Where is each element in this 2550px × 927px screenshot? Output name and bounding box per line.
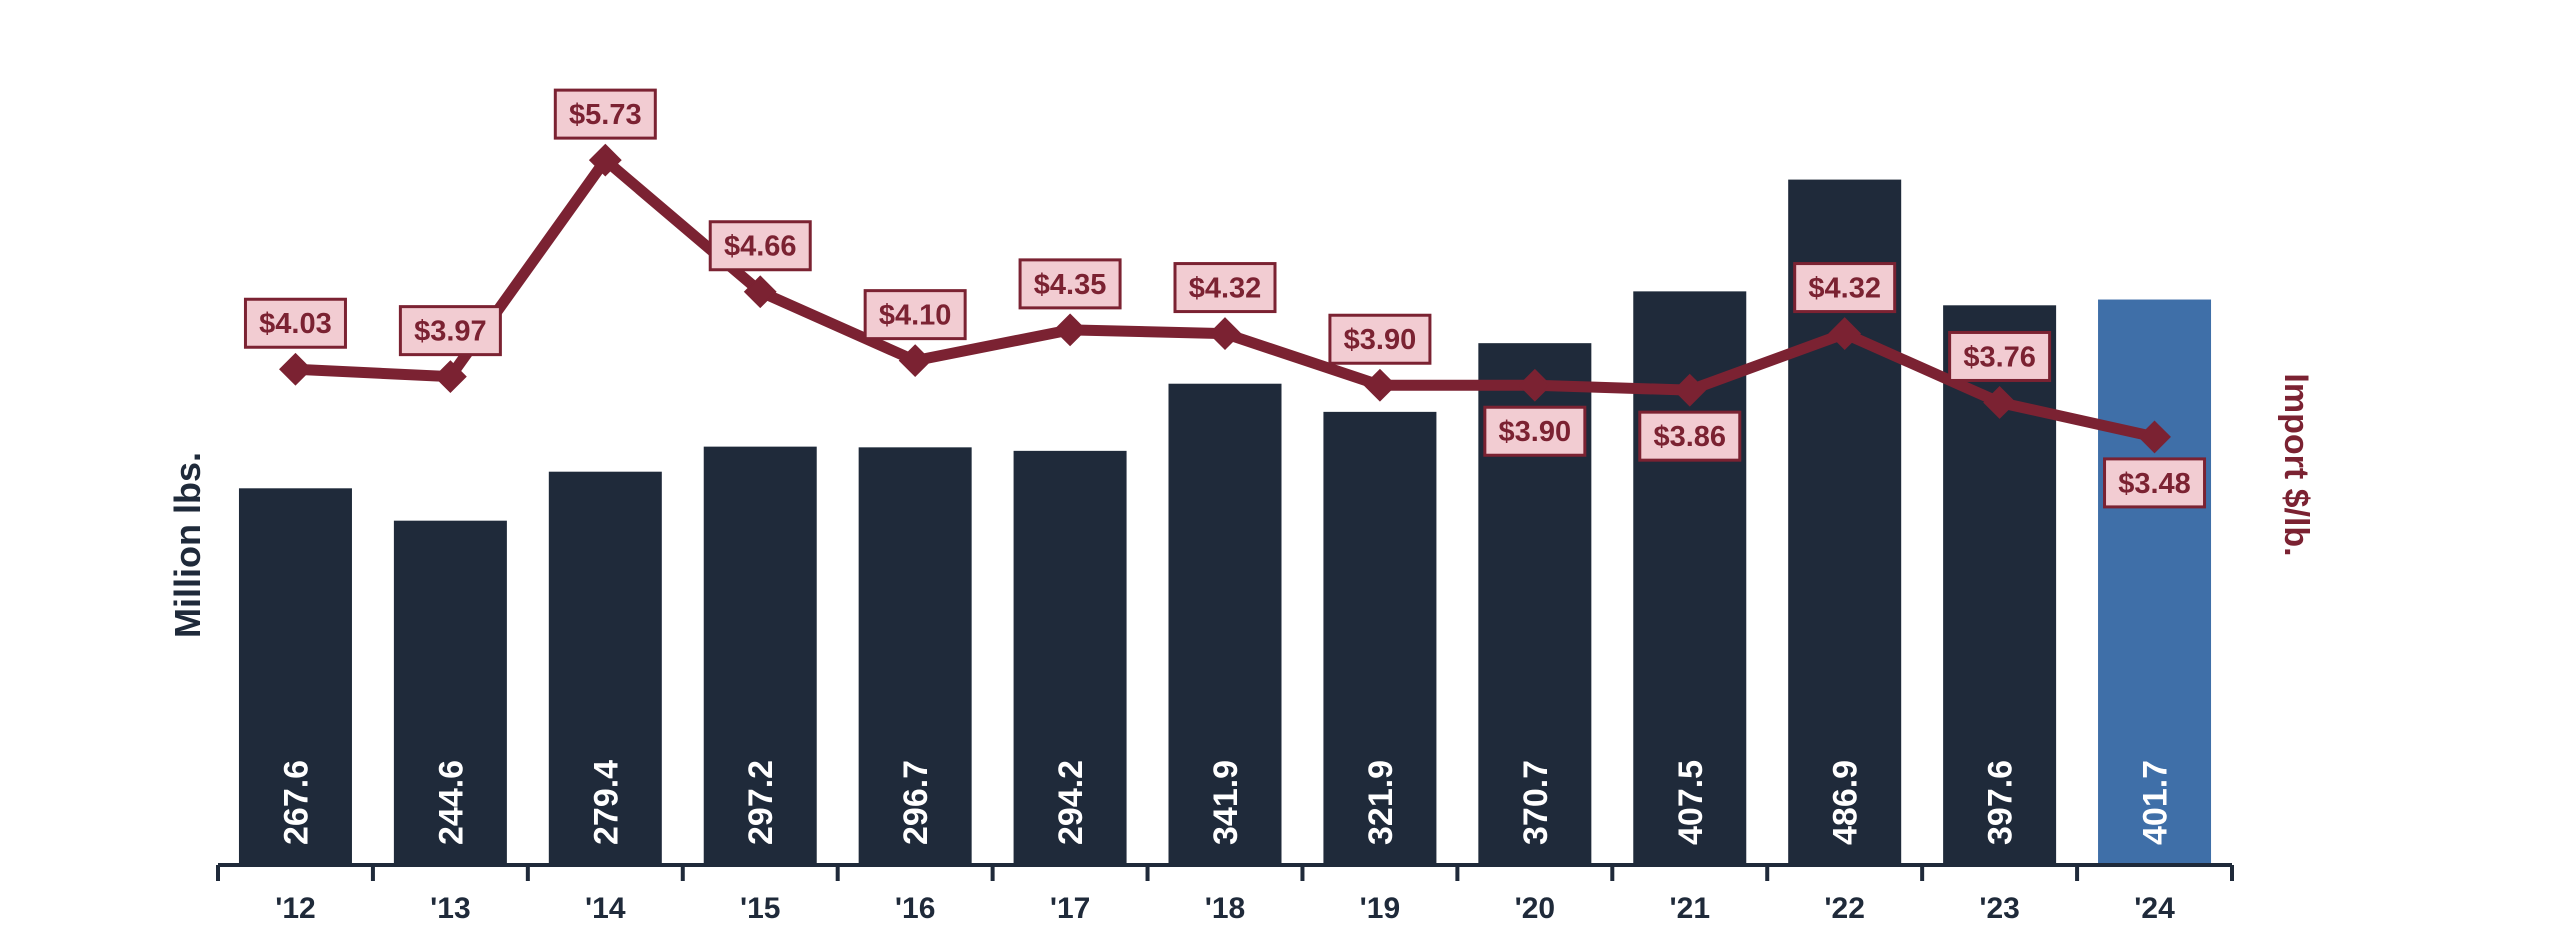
price-marker-4 (898, 344, 932, 378)
x-tick-label: '19 (1360, 892, 1401, 925)
price-label-box (2103, 457, 2207, 509)
price-value-label: $4.66 (724, 231, 797, 263)
price-value-label: $3.76 (1963, 341, 2036, 373)
price-value-label: $5.73 (569, 99, 642, 131)
bar-0 (238, 488, 352, 865)
price-label-2: $5.73 (553, 88, 657, 140)
price-label-0: $4.03 (243, 297, 347, 349)
price-marker-0 (279, 352, 312, 386)
bar-4 (858, 447, 972, 865)
x-tick-label: '23 (1979, 892, 2020, 925)
price-label-3: $4.66 (708, 220, 812, 272)
x-tick-label: '18 (1205, 892, 1246, 925)
price-marker-9 (1673, 373, 1707, 407)
price-marker-10 (1828, 317, 1862, 350)
price-marker-8 (1518, 368, 1552, 402)
bar-5 (1013, 450, 1127, 865)
price-label-4: $4.10 (863, 289, 967, 341)
bar-value-label: 296.7 (897, 760, 935, 845)
bar-value-label: 407.5 (1672, 760, 1710, 845)
price-value-label: $3.97 (414, 316, 487, 348)
price-value-label: $3.48 (2118, 468, 2191, 500)
x-tick-label: '15 (740, 892, 781, 925)
price-line-group: $4.03 $3.97 $5.73 $4.66 $4.10 $4.35 $4.32 $3.90… (243, 88, 2207, 509)
bar-value-label: 401.7 (2137, 760, 2175, 845)
bar-value-label: 397.6 (1982, 760, 2020, 845)
price-label-box (1948, 330, 2052, 382)
price-value-label: $4.10 (879, 300, 952, 332)
y-axis-title: Million lbs. (167, 452, 208, 638)
bar-value-label: 486.9 (1827, 760, 1865, 845)
bar-value-label: 279.4 (587, 760, 625, 845)
x-tick-label: '13 (430, 892, 471, 925)
price-marker-12 (2138, 420, 2171, 454)
price-label-box (1328, 313, 1432, 365)
price-value-label: $4.32 (1189, 273, 1262, 305)
price-label-8: $3.90 (1483, 405, 1587, 457)
price-label-box (1793, 262, 1897, 314)
price-label-box (708, 220, 812, 272)
bar-12 (2098, 299, 2212, 865)
price-label-box (1483, 405, 1587, 457)
price-label-6: $4.32 (1173, 262, 1277, 314)
price-label-11: $3.76 (1948, 330, 2052, 382)
price-label-9: $3.86 (1638, 410, 1742, 462)
price-marker-11 (1983, 386, 2017, 419)
bar-3 (703, 446, 817, 865)
x-tick-label: '21 (1670, 892, 1711, 925)
price-marker-2 (588, 143, 622, 177)
bar-2 (548, 471, 662, 865)
price-value-label: $3.86 (1653, 421, 1726, 453)
x-tick-label: '24 (2134, 892, 2175, 925)
price-label-box (398, 305, 502, 357)
x-axis: '12 '13 '14 '15 '16 '17 '18 '19 '20 '21 '22 '23 '24 (216, 863, 2234, 925)
price-label-10: $4.32 (1793, 262, 1897, 314)
bar-7 (1323, 411, 1437, 865)
price-marker-7 (1363, 368, 1397, 402)
x-tick-label: '16 (895, 892, 936, 925)
price-value-label: $4.03 (259, 308, 332, 340)
x-tick-label: '22 (1824, 892, 1865, 925)
price-label-box (553, 88, 657, 140)
bar-6 (1168, 383, 1282, 865)
bar-value-label: 244.6 (432, 760, 470, 845)
price-value-label: $4.32 (1808, 273, 1881, 305)
y2-axis-title: Import $/lb. (2277, 373, 2315, 556)
price-label-5: $4.35 (1018, 258, 1122, 310)
price-label-box (863, 289, 967, 341)
price-marker-3 (743, 275, 777, 309)
price-label-1: $3.97 (398, 305, 502, 357)
price-label-box (1638, 410, 1742, 462)
bar-value-label: 294.2 (1052, 760, 1090, 845)
price-marker-6 (1208, 317, 1242, 350)
x-tick-label: '12 (275, 892, 316, 925)
price-marker-5 (1053, 313, 1087, 347)
bar-value-label: 370.7 (1517, 760, 1555, 845)
price-value-label: $3.90 (1499, 416, 1572, 448)
x-tick-label: '20 (1515, 892, 1556, 925)
price-label-box (243, 297, 347, 349)
bar-value-label: 267.6 (277, 760, 315, 845)
price-label-12: $3.48 (2103, 457, 2207, 509)
x-tick-label: '14 (585, 892, 626, 925)
x-tick-label: '17 (1050, 892, 1091, 925)
bar-value-label: 321.9 (1362, 760, 1400, 845)
price-marker-1 (433, 360, 467, 394)
price-label-box (1018, 258, 1122, 310)
price-label-7: $3.90 (1328, 313, 1432, 365)
price-value-label: $4.35 (1034, 269, 1107, 301)
price-value-label: $3.90 (1344, 324, 1417, 356)
price-label-box (1173, 262, 1277, 314)
bar-value-label: 341.9 (1207, 760, 1245, 845)
bar-value-label: 297.2 (742, 760, 780, 845)
bar-1 (393, 520, 507, 865)
